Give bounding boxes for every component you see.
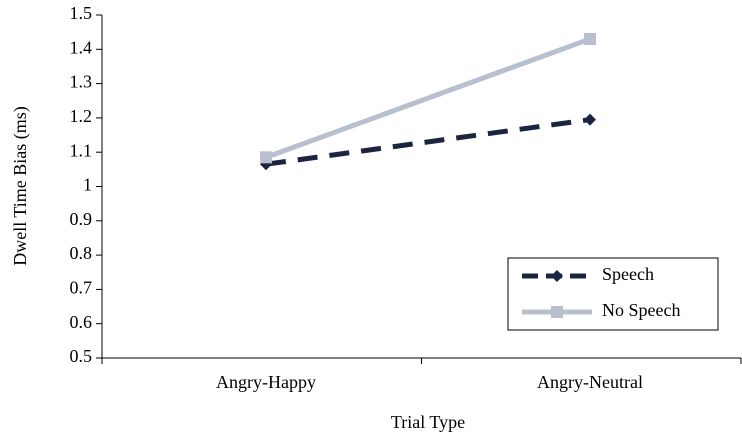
y-axis-label: Dwell Time Bias (ms) [10,106,31,266]
legend-label: No Speech [602,300,680,320]
y-tick-label: 0.9 [70,209,93,229]
legend-label: Speech [602,264,654,284]
y-tick-label: 1.3 [70,72,93,92]
y-tick-label: 1 [83,175,92,195]
y-tick-label: 1.2 [70,106,93,126]
x-axis-label: Trial Type [391,412,465,432]
legend-box [507,257,719,331]
y-tick-label: 0.6 [70,312,93,332]
series-line [265,117,591,167]
y-tick-label: 0.5 [70,346,93,366]
y-tick-label: 0.8 [70,243,93,263]
y-tick-label: 0.7 [70,278,93,298]
point [584,113,596,126]
series-line [265,36,591,160]
legend-marker [551,270,563,282]
x-tick-label: Angry-Neutral [537,372,643,392]
y-tick-label: 1.1 [70,140,93,160]
point [584,33,596,46]
y-tick-label: 1.5 [70,3,93,23]
x-tick-label: Angry-Happy [216,372,316,392]
legend-marker [551,306,563,318]
point [260,151,272,164]
y-tick-label: 1.4 [70,37,93,57]
